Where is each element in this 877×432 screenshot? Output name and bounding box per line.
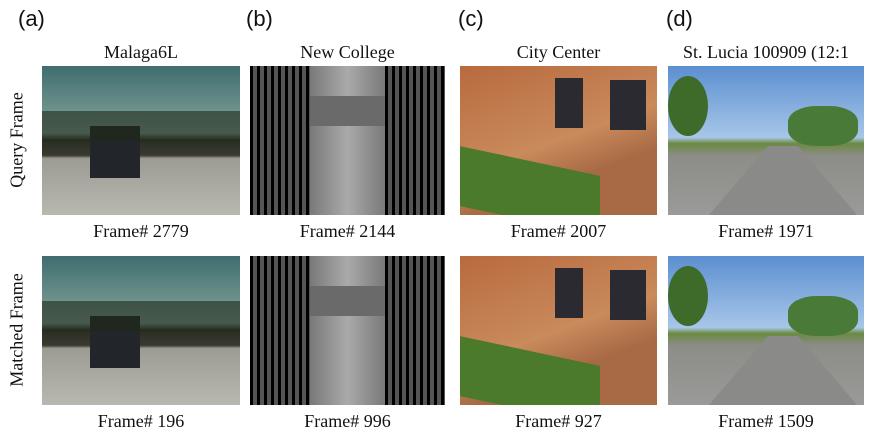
photo [460,256,657,405]
photo [668,256,864,405]
scene-shape [42,301,240,331]
photo [460,66,657,215]
frame-caption: Frame# 2007 [511,221,606,242]
frame-caption: Frame# 1509 [718,411,813,432]
panel-label: (c) [458,6,484,32]
panel-label: (d) [666,6,693,32]
frame-caption: Frame# 2779 [93,221,188,242]
frame-caption: Frame# 1971 [718,221,813,242]
figure: Query Frame Matched Frame (a) Malaga6L Frame… [0,0,877,432]
scene-shape [788,106,858,146]
scene-shape [708,146,858,215]
scene-shape [788,296,858,336]
scene-shape [310,286,385,316]
scene-shape [42,111,240,141]
photo [668,66,864,215]
frame-caption: Frame# 927 [515,411,601,432]
frame-caption: Frame# 2144 [300,221,395,242]
photo [42,256,240,405]
scene-shape [610,270,646,320]
panel-title: St. Lucia 100909 (12:1 [683,42,849,63]
panel-label: (b) [246,6,273,32]
scene-shape [668,76,708,136]
scene-shape [610,80,646,130]
panel-title: Malaga6L [104,42,178,63]
scene-shape [310,96,385,126]
panel-label: (a) [18,6,45,32]
scene-shape [385,66,445,215]
frame-caption: Frame# 196 [98,411,184,432]
scene-shape [250,256,310,405]
panel-title: City Center [517,42,601,63]
scene-shape [668,266,708,326]
row-label: Matched Frame [7,273,28,386]
scene-shape [250,66,310,215]
scene-shape [555,268,583,318]
panel-title: New College [300,42,394,63]
frame-caption: Frame# 996 [304,411,390,432]
scene-shape [385,256,445,405]
photo [250,66,445,215]
scene-shape [708,336,858,405]
scene-shape [460,336,600,405]
photo [250,256,445,405]
scene-shape [555,78,583,128]
row-label: Query Frame [7,92,28,187]
scene-shape [460,146,600,215]
photo [42,66,240,215]
